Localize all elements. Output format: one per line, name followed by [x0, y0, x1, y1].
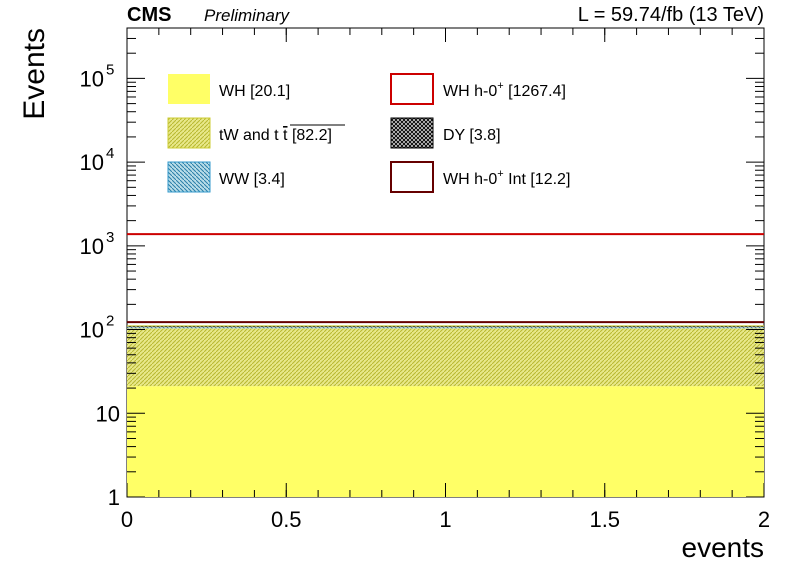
legend-label-dy: DY [3.8] [443, 127, 501, 144]
legend: WH [20.1] tW and t t [82.2] WW [3.4] WH … [167, 73, 570, 193]
y-tick-label: 10 [80, 66, 104, 91]
legend-label-wh-h0-int: WH h-0+ Int [12.2] [443, 168, 570, 188]
x-tick-label: 0.5 [271, 507, 302, 532]
bar-dy [127, 325, 764, 328]
legend-swatch-wh-h0-int [390, 161, 434, 193]
legend-entry-tw: tW and t t [82.2] [167, 117, 345, 149]
legend-label-ww: WW [3.4] [219, 171, 285, 188]
experiment-label: CMS [127, 4, 171, 26]
legend-entry-wh-h0-int: WH h-0+ Int [12.2] [390, 161, 570, 193]
legend-label-tw: tW and t t [82.2] [219, 127, 332, 144]
legend-swatch-wh-h0 [390, 73, 434, 105]
y-tick-label: 1 [108, 485, 120, 510]
y-tick-label: 10 [80, 318, 104, 343]
overline-t: t [283, 127, 288, 144]
legend-swatch-dy [390, 117, 434, 149]
y-tick-label: 10 [96, 401, 120, 426]
bar-wh [127, 386, 764, 497]
y-axis-label: Events [18, 28, 51, 120]
x-tick-label: 2 [758, 507, 770, 532]
legend-entry-dy: DY [3.8] [390, 117, 501, 149]
legend-entry-ww: WW [3.4] [167, 161, 285, 193]
legend-swatch-tw [167, 117, 211, 149]
bars-layer [127, 233, 764, 497]
y-tick-label: 10 [80, 150, 104, 175]
lumi-label: L = 59.74/fb (13 TeV) [578, 4, 764, 26]
legend-label-wh-h0: WH h-0+ [1267.4] [443, 80, 566, 100]
y-tick-label: 10 [80, 234, 104, 259]
legend-entry-wh-h0: WH h-0+ [1267.4] [390, 73, 566, 105]
y-tick-exponent: 4 [106, 145, 114, 162]
bar-ww [127, 327, 764, 329]
y-tick-exponent: 3 [106, 229, 114, 246]
x-tick-label: 1.5 [589, 507, 620, 532]
legend-swatch-ww [167, 161, 211, 193]
bar-tw-and-t [127, 328, 764, 387]
legend-entry-wh: WH [20.1] [168, 74, 290, 104]
y-tick-exponent: 2 [106, 313, 114, 330]
x-tick-label: 0 [121, 507, 133, 532]
y-tick-exponent: 5 [106, 61, 114, 78]
legend-label-wh: WH [20.1] [219, 83, 290, 100]
legend-swatch-wh [168, 74, 210, 104]
status-label: Preliminary [204, 6, 291, 25]
x-axis-label: events [682, 532, 765, 563]
x-tick-label: 1 [439, 507, 451, 532]
